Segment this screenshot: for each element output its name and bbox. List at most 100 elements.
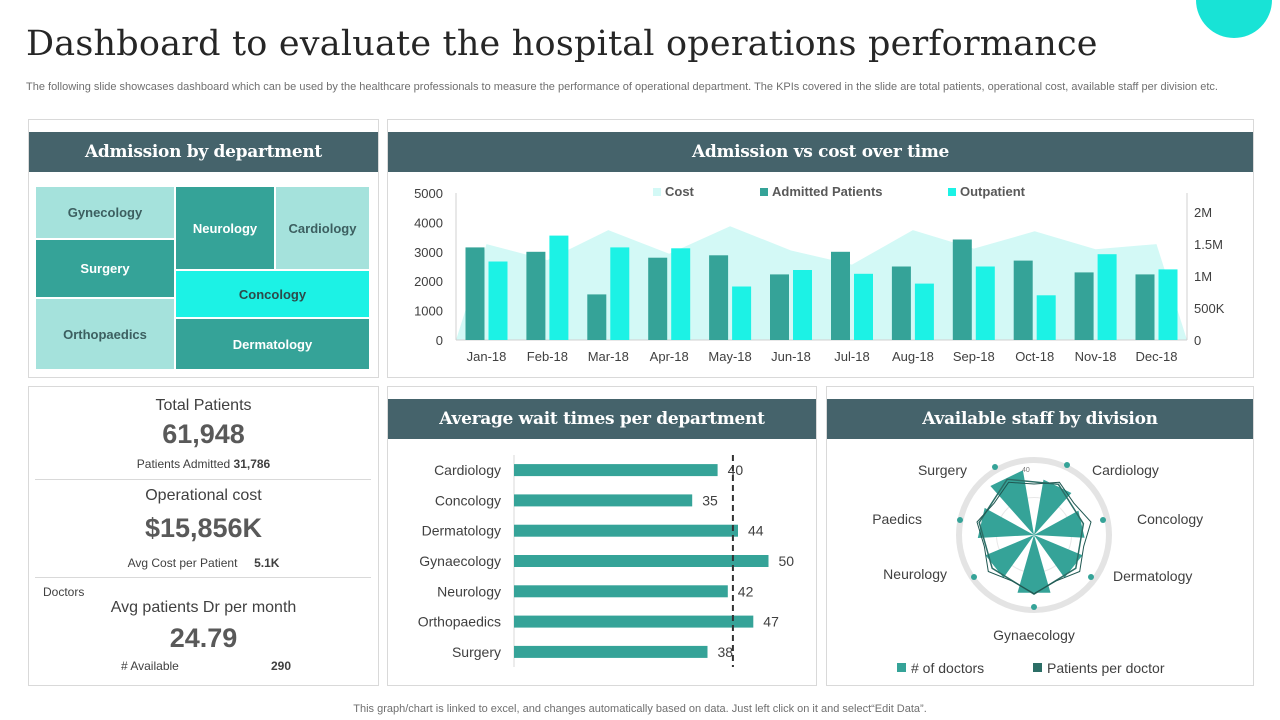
treemap-cell-orthopaedics: Orthopaedics: [35, 298, 175, 370]
x-tick-label: Jul-18: [834, 349, 869, 364]
outpatient-bar-Sep-18: [975, 266, 995, 340]
y-tick-label: 2000: [414, 274, 443, 289]
value-label: 50: [779, 553, 795, 569]
category-label: Orthopaedics: [418, 614, 501, 630]
treemap-cell-concology: Concology: [175, 270, 370, 318]
x-tick-label: Nov-18: [1075, 349, 1117, 364]
outpatient-bar-Apr-18: [671, 248, 691, 340]
wait-bar-Neurology: [514, 585, 728, 598]
outpatient-bar-Nov-18: [1097, 254, 1117, 340]
x-tick-label: Oct-18: [1015, 349, 1054, 364]
outpatient-bar-Oct-18: [1036, 295, 1056, 340]
legend-swatch-0: [653, 188, 661, 196]
radar-category-label: Concology: [1137, 511, 1203, 527]
x-tick-label: Jun-18: [771, 349, 811, 364]
value-label: 40: [728, 462, 744, 478]
value-label: 42: [738, 583, 754, 599]
wait-bar-Surgery: [514, 645, 708, 658]
admitted-bar-Oct-18: [1013, 260, 1033, 340]
outpatient-bar-Jun-18: [793, 270, 812, 340]
wait-bar-Orthopaedics: [514, 615, 754, 628]
patients-admitted-label: Patients Admitted: [136, 457, 231, 471]
y2-tick-label: 0: [1194, 333, 1201, 348]
wait-bar-Concology: [514, 494, 693, 507]
outpatient-bar-Jan-18: [488, 261, 508, 340]
patients-admitted-line: Patients Admitted 31,786: [29, 457, 378, 471]
treemap-cell-cardiology: Cardiology: [275, 186, 370, 270]
y2-tick-label: 500K: [1194, 301, 1225, 316]
available-label: # Available: [121, 659, 179, 673]
radar-category-label: Paedics: [872, 511, 922, 527]
category-label: Neurology: [437, 583, 501, 599]
doctors-wedge-Dermatology: [1034, 535, 1083, 578]
radar-legend-label-1: Patients per doctor: [1047, 660, 1165, 676]
value-label: 35: [702, 492, 718, 508]
admission-panel-title: Admission by department: [29, 132, 378, 172]
avg-cost-value: 5.1K: [254, 556, 280, 570]
y-tick-label: 1000: [414, 304, 443, 319]
value-label: 47: [763, 614, 779, 630]
available-value: 290: [271, 659, 292, 673]
radar-point-Surgery: [992, 464, 998, 470]
radar-legend-swatch-1: [1033, 663, 1042, 672]
staff-panel-title: Available staff by division: [827, 399, 1253, 439]
y2-tick-label: 2M: [1194, 205, 1212, 220]
admitted-bar-Dec-18: [1135, 274, 1155, 340]
x-tick-label: Mar-18: [588, 349, 629, 364]
wait-bar-Gynaecology: [514, 555, 769, 567]
treemap-cell-neurology: Neurology: [175, 186, 275, 270]
category-label: Concology: [435, 492, 501, 508]
radar-point-Dermatology: [1088, 574, 1094, 580]
category-label: Dermatology: [422, 523, 501, 539]
radar-category-label: Surgery: [918, 462, 967, 478]
page-subtitle: The following slide showcases dashboard …: [26, 81, 1218, 93]
wait-panel: Average wait times per department Cardio…: [387, 386, 817, 686]
radar-point-Gynaecology: [1031, 604, 1037, 610]
treemap-cell-gynecology: Gynecology: [35, 186, 175, 239]
y2-tick-label: 1.5M: [1194, 237, 1223, 252]
kpi-divider: [35, 479, 371, 480]
wait-bar-Cardiology: [514, 464, 718, 477]
operational-cost-label: Operational cost: [145, 487, 262, 504]
x-tick-label: Jan-18: [467, 349, 507, 364]
radar-point-Paedics: [957, 517, 963, 523]
admitted-bar-Sep-18: [952, 239, 972, 340]
category-label: Cardiology: [434, 462, 501, 478]
doctors-wedge-Paedics: [977, 507, 1034, 538]
radar-legend-label-0: # of doctors: [911, 660, 984, 676]
total-patients-label: Total Patients: [155, 397, 252, 414]
outpatient-bar-Feb-18: [549, 235, 569, 340]
radar-legend-swatch-0: [897, 663, 906, 672]
x-tick-label: Sep-18: [953, 349, 995, 364]
outpatient-bar-Dec-18: [1158, 269, 1178, 340]
doctors-wedge-Concology: [1034, 510, 1085, 538]
legend-swatch-1: [760, 188, 768, 196]
total-patients-value: 61,948: [162, 419, 245, 449]
time-panel-title: Admission vs cost over time: [388, 132, 1253, 172]
corner-decoration: [1196, 0, 1272, 38]
radar-point-Cardiology: [1064, 462, 1070, 468]
staff-panel: Available staff by division 40 Cardiology…: [826, 386, 1254, 686]
radar-category-label: Gynaecology: [993, 627, 1075, 643]
admitted-bar-Feb-18: [526, 251, 546, 340]
legend-label-2: Outpatient: [960, 184, 1026, 199]
radar-category-label: Dermatology: [1113, 568, 1192, 584]
admission-cost-chart: Jan-18 Feb-18 Mar-18 Apr-18 May-18 Jun-18 Jul-…: [414, 184, 1225, 364]
kpi-panel: Total Patients 61,948 Patients Admitted …: [28, 386, 379, 686]
outpatient-bar-Mar-18: [610, 247, 630, 340]
y-tick-label: 3000: [414, 245, 443, 260]
radar-category-label: Cardiology: [1092, 462, 1159, 478]
outpatient-bar-Aug-18: [914, 283, 934, 340]
admitted-bar-Jul-18: [831, 251, 850, 340]
operational-cost-value: $15,856K: [144, 513, 263, 543]
category-label: Surgery: [452, 644, 501, 660]
legend-label-0: Cost: [665, 184, 695, 199]
admitted-bar-Jun-18: [770, 274, 789, 340]
x-tick-label: Apr-18: [650, 349, 689, 364]
category-label: Gynaecology: [419, 553, 501, 569]
x-tick-label: Feb-18: [527, 349, 568, 364]
y-tick-label: 4000: [414, 215, 443, 230]
kpi-divider: [35, 577, 371, 578]
outpatient-bar-Jul-18: [854, 273, 873, 340]
radar-tick-label: 40: [1022, 467, 1030, 474]
